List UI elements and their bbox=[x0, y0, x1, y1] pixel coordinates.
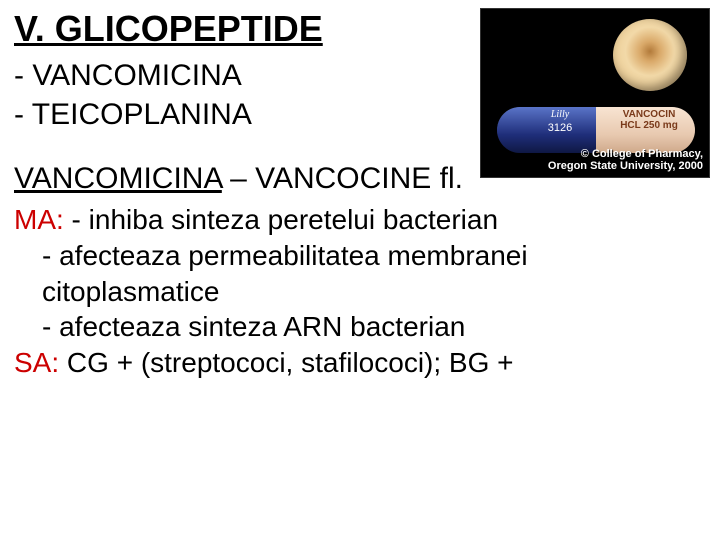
drug-name-underlined: VANCOMICINA bbox=[14, 162, 222, 195]
capsule-brand: Lilly bbox=[551, 109, 569, 120]
credit-line-2: Oregon State University, 2000 bbox=[548, 160, 703, 172]
capsule-drug-name: VANCOCIN bbox=[623, 109, 676, 120]
product-photo: Lilly 3126 VANCOCIN HCL 250 mg © College… bbox=[480, 8, 710, 178]
credit-line-1: © College of Pharmacy, bbox=[581, 148, 703, 160]
body-block: MA: - inhiba sinteza peretelui bacterian… bbox=[14, 202, 706, 381]
ma-text-0: - inhiba sinteza peretelui bacterian bbox=[64, 204, 498, 235]
capsule-code: 3126 bbox=[525, 122, 595, 134]
vial-top-icon bbox=[613, 19, 687, 91]
capsule-left-label: Lilly 3126 bbox=[525, 109, 595, 134]
sa-label: SA: bbox=[14, 347, 59, 378]
slide: V. GLICOPEPTIDE VANCOMICINA TEICOPLANINA… bbox=[0, 0, 720, 540]
ma-label: MA: bbox=[14, 204, 64, 235]
capsule-dose: HCL 250 mg bbox=[620, 120, 678, 131]
ma-line-1: - afecteaza permeabilitatea membranei bbox=[14, 238, 706, 274]
ma-line-2: - afecteaza sinteza ARN bacterian bbox=[14, 309, 706, 345]
ma-line-0: MA: - inhiba sinteza peretelui bacterian bbox=[14, 202, 706, 238]
sa-text: CG + (streptococi, stafilococi); BG + bbox=[59, 347, 513, 378]
ma-line-1-cont: citoplasmatice bbox=[14, 274, 706, 310]
capsule-right-label: VANCOCIN HCL 250 mg bbox=[609, 109, 689, 131]
drug-brand-suffix: – VANCOCINE fl. bbox=[222, 162, 463, 195]
sa-line: SA: CG + (streptococi, stafilococi); BG … bbox=[14, 345, 706, 381]
photo-credit: © College of Pharmacy, Oregon State Univ… bbox=[548, 148, 703, 173]
